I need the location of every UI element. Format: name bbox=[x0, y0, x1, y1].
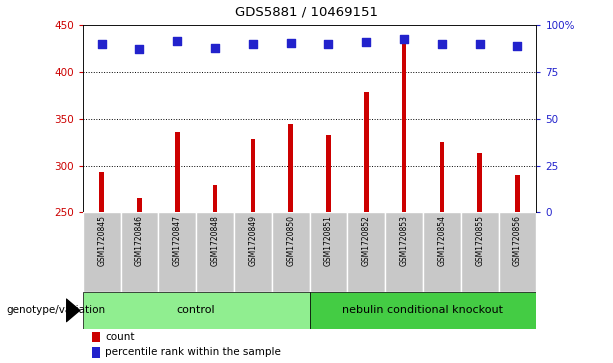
Text: GSM1720856: GSM1720856 bbox=[513, 215, 522, 266]
Bar bbox=[498, 212, 536, 292]
Bar bbox=[310, 292, 536, 329]
Text: genotype/variation: genotype/variation bbox=[6, 305, 105, 315]
Point bbox=[210, 45, 220, 51]
Text: control: control bbox=[177, 305, 216, 315]
Bar bbox=[385, 212, 423, 292]
Bar bbox=[83, 212, 121, 292]
Bar bbox=[478, 154, 482, 212]
Bar bbox=[461, 212, 498, 292]
Point bbox=[437, 41, 447, 47]
Text: GSM1720849: GSM1720849 bbox=[248, 215, 257, 266]
Bar bbox=[234, 212, 272, 292]
Bar bbox=[196, 212, 234, 292]
Point bbox=[248, 41, 257, 47]
Text: GDS5881 / 10469151: GDS5881 / 10469151 bbox=[235, 5, 378, 19]
Point bbox=[361, 39, 371, 45]
Bar bbox=[326, 135, 331, 212]
Bar bbox=[213, 185, 218, 212]
Point bbox=[97, 41, 107, 47]
Point bbox=[512, 43, 522, 49]
Text: GSM1720845: GSM1720845 bbox=[97, 215, 106, 266]
Bar bbox=[310, 212, 348, 292]
Bar bbox=[158, 212, 196, 292]
Bar bbox=[364, 92, 368, 212]
Text: GSM1720847: GSM1720847 bbox=[173, 215, 182, 266]
Bar bbox=[99, 172, 104, 212]
Bar bbox=[83, 292, 310, 329]
Point bbox=[475, 41, 485, 47]
Bar bbox=[92, 347, 100, 358]
Point bbox=[399, 37, 409, 42]
Bar bbox=[137, 198, 142, 212]
Text: GSM1720853: GSM1720853 bbox=[400, 215, 409, 266]
Text: GSM1720854: GSM1720854 bbox=[437, 215, 446, 266]
Text: GSM1720851: GSM1720851 bbox=[324, 215, 333, 266]
Bar bbox=[423, 212, 461, 292]
Point bbox=[286, 40, 295, 46]
Bar bbox=[288, 123, 293, 212]
Text: GSM1720846: GSM1720846 bbox=[135, 215, 144, 266]
Text: GSM1720850: GSM1720850 bbox=[286, 215, 295, 266]
Bar bbox=[440, 142, 444, 212]
Bar bbox=[515, 175, 520, 212]
Bar bbox=[402, 44, 406, 212]
Text: GSM1720848: GSM1720848 bbox=[210, 215, 219, 266]
Text: nebulin conditional knockout: nebulin conditional knockout bbox=[343, 305, 503, 315]
Bar bbox=[272, 212, 310, 292]
Point bbox=[324, 41, 333, 47]
Bar bbox=[92, 332, 100, 342]
Text: percentile rank within the sample: percentile rank within the sample bbox=[105, 347, 281, 357]
Text: GSM1720855: GSM1720855 bbox=[475, 215, 484, 266]
Point bbox=[172, 38, 182, 44]
Bar bbox=[175, 132, 180, 212]
Text: GSM1720852: GSM1720852 bbox=[362, 215, 371, 266]
Bar bbox=[251, 139, 255, 212]
Bar bbox=[121, 212, 158, 292]
Bar bbox=[348, 212, 385, 292]
Text: count: count bbox=[105, 332, 135, 342]
Polygon shape bbox=[66, 299, 80, 322]
Point bbox=[134, 46, 145, 52]
